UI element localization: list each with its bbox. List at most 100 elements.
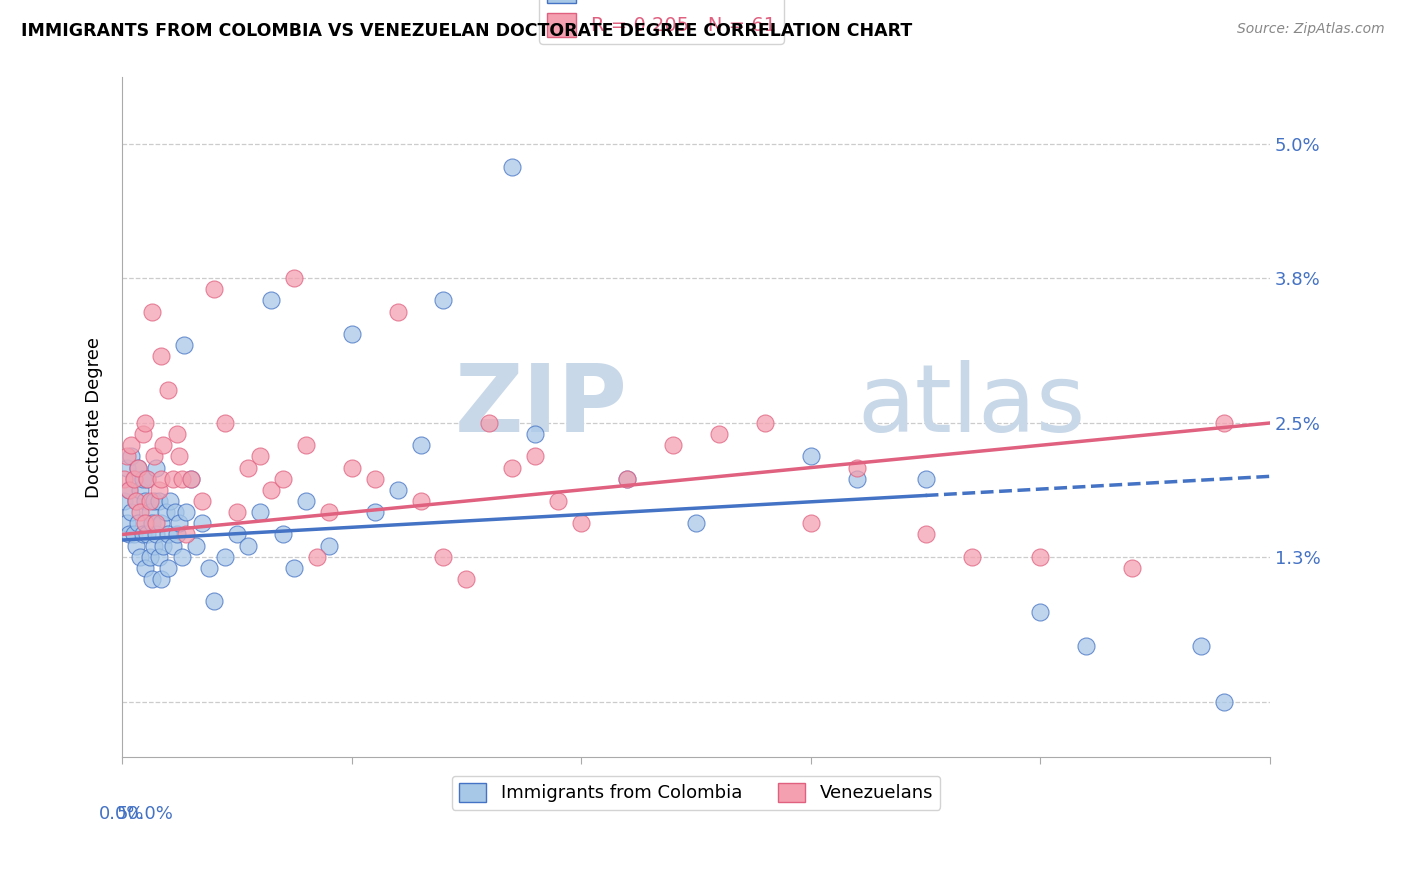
Point — [501, 160, 523, 174]
Point — [156, 561, 179, 575]
Point — [180, 472, 202, 486]
Point — [176, 527, 198, 541]
Point — [150, 349, 173, 363]
Point — [162, 472, 184, 486]
Point — [1029, 606, 1052, 620]
Point — [143, 494, 166, 508]
Point — [118, 527, 141, 541]
Point — [214, 416, 236, 430]
Point — [409, 438, 432, 452]
Point — [152, 539, 174, 553]
Point — [180, 472, 202, 486]
Point — [112, 494, 135, 508]
Point — [134, 416, 156, 430]
Legend: Immigrants from Colombia, Venezuelans: Immigrants from Colombia, Venezuelans — [451, 776, 941, 810]
Point — [148, 494, 170, 508]
Point — [524, 427, 547, 442]
Point — [120, 505, 142, 519]
Point — [141, 572, 163, 586]
Point — [129, 483, 152, 497]
Point — [707, 427, 730, 442]
Point — [125, 494, 148, 508]
Point — [754, 416, 776, 430]
Text: 0.0%: 0.0% — [100, 805, 145, 823]
Point — [159, 494, 181, 508]
Point — [122, 472, 145, 486]
Point — [363, 505, 385, 519]
Point — [150, 572, 173, 586]
Point — [318, 505, 340, 519]
Point — [914, 527, 936, 541]
Point — [143, 539, 166, 553]
Point — [800, 516, 823, 531]
Point — [127, 460, 149, 475]
Point — [960, 549, 983, 564]
Point — [127, 516, 149, 531]
Point — [166, 427, 188, 442]
Point — [283, 271, 305, 285]
Point — [616, 472, 638, 486]
Point — [115, 450, 138, 464]
Point — [409, 494, 432, 508]
Point — [225, 527, 247, 541]
Point — [136, 527, 159, 541]
Text: ZIP: ZIP — [454, 360, 627, 452]
Point — [163, 505, 186, 519]
Point — [184, 539, 207, 553]
Point — [150, 516, 173, 531]
Point — [271, 527, 294, 541]
Point — [173, 338, 195, 352]
Point — [118, 483, 141, 497]
Point — [214, 549, 236, 564]
Point — [1029, 549, 1052, 564]
Point — [478, 416, 501, 430]
Point — [162, 539, 184, 553]
Point — [202, 282, 225, 296]
Point — [662, 438, 685, 452]
Point — [524, 450, 547, 464]
Text: IMMIGRANTS FROM COLOMBIA VS VENEZUELAN DOCTORATE DEGREE CORRELATION CHART: IMMIGRANTS FROM COLOMBIA VS VENEZUELAN D… — [21, 22, 912, 40]
Point — [136, 472, 159, 486]
Point — [148, 549, 170, 564]
Point — [363, 472, 385, 486]
Point — [845, 460, 868, 475]
Point — [340, 460, 363, 475]
Point — [120, 438, 142, 452]
Point — [1213, 695, 1236, 709]
Point — [118, 483, 141, 497]
Point — [1189, 639, 1212, 653]
Point — [170, 472, 193, 486]
Point — [260, 483, 283, 497]
Text: atlas: atlas — [858, 360, 1085, 452]
Point — [202, 594, 225, 608]
Point — [340, 326, 363, 341]
Point — [191, 494, 214, 508]
Point — [1213, 416, 1236, 430]
Point — [115, 516, 138, 531]
Point — [271, 472, 294, 486]
Point — [145, 516, 167, 531]
Point — [616, 472, 638, 486]
Point — [112, 472, 135, 486]
Point — [685, 516, 707, 531]
Point — [134, 516, 156, 531]
Point — [432, 549, 454, 564]
Point — [150, 472, 173, 486]
Point — [143, 450, 166, 464]
Point — [138, 494, 160, 508]
Point — [155, 505, 177, 519]
Point — [432, 293, 454, 308]
Point — [134, 561, 156, 575]
Point — [120, 450, 142, 464]
Point — [176, 505, 198, 519]
Point — [191, 516, 214, 531]
Point — [115, 460, 138, 475]
Point — [141, 304, 163, 318]
Point — [156, 383, 179, 397]
Point — [152, 438, 174, 452]
Point — [156, 527, 179, 541]
Point — [318, 539, 340, 553]
Point — [125, 539, 148, 553]
Point — [547, 494, 569, 508]
Point — [127, 460, 149, 475]
